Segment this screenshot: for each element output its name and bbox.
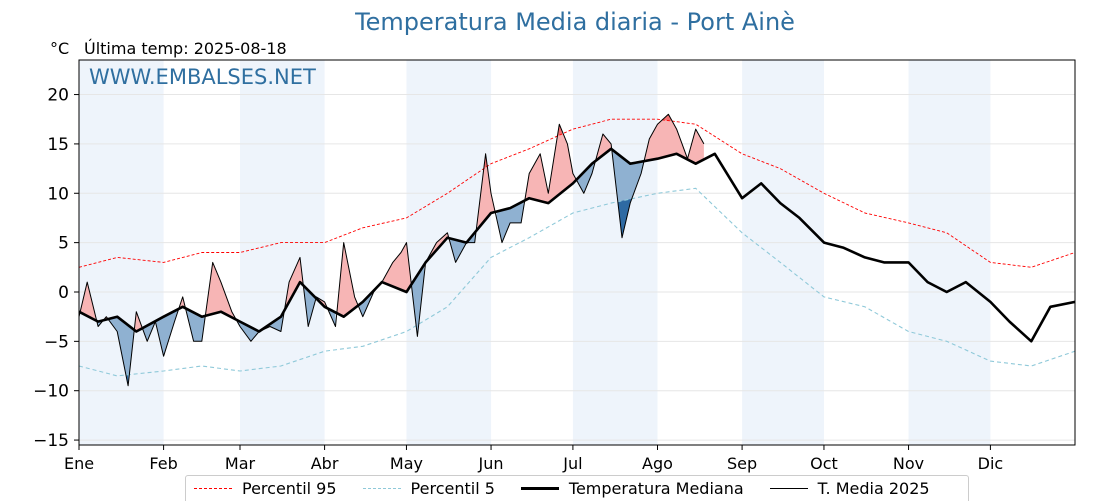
y-tick-label: −15 xyxy=(33,431,69,451)
x-tick-label: Ene xyxy=(64,454,94,473)
watermark-text: WWW.EMBALSES.NET xyxy=(89,65,316,89)
chart-title: Temperatura Media diaria - Port Ainè xyxy=(355,8,795,36)
series-percentil-5 xyxy=(78,187,1076,377)
above-median-fill xyxy=(180,296,186,309)
below-median-fill xyxy=(411,264,425,337)
x-tick-label: May xyxy=(390,454,423,473)
y-tick-label: −5 xyxy=(44,332,69,352)
legend-item-p5: Percentil 5 xyxy=(362,479,495,498)
series-temperatura-mediana xyxy=(78,147,1076,343)
above-median-fill xyxy=(596,134,612,161)
above-median-fill xyxy=(645,114,704,164)
month-band-mar xyxy=(239,60,325,445)
x-tick-label: Nov xyxy=(893,454,924,473)
above-median-fill xyxy=(80,282,96,321)
last-temperature-date: Última temp: 2025-08-18 xyxy=(84,39,287,58)
legend-swatch-median xyxy=(520,487,559,490)
y-tick-label: 10 xyxy=(47,184,69,204)
x-tick-label: Jun xyxy=(478,454,504,473)
y-tick-label: 0 xyxy=(58,283,69,303)
x-tick-label: Sep xyxy=(727,454,757,473)
below-median-fill xyxy=(496,201,524,243)
x-tick-label: Dic xyxy=(978,454,1004,473)
legend-label-median: Temperatura Mediana xyxy=(568,479,744,498)
x-tick-label: Ago xyxy=(642,454,673,473)
legend-swatch-p95 xyxy=(194,488,232,489)
month-band-may xyxy=(406,60,492,445)
y-tick-label: 20 xyxy=(47,86,69,106)
y-tick-label: 5 xyxy=(58,234,69,254)
x-tick-label: Feb xyxy=(149,454,177,473)
above-median-fill xyxy=(383,242,411,292)
above-median-fill xyxy=(525,124,576,204)
below-median-fill xyxy=(237,320,258,342)
above-p95-fill xyxy=(484,153,487,169)
chart-legend: Percentil 95 Percentil 5 Temperatura Med… xyxy=(185,475,969,501)
legend-swatch-current xyxy=(769,488,808,489)
legend-label-p95: Percentil 95 xyxy=(242,479,337,498)
legend-label-p5: Percentil 5 xyxy=(410,479,495,498)
below-median-fill xyxy=(304,286,315,327)
x-tick-label: Mar xyxy=(225,454,256,473)
month-band-nov xyxy=(908,60,991,445)
legend-label-current: T. Media 2025 xyxy=(817,479,930,498)
plot-frame xyxy=(78,59,1076,446)
x-tick-label: Abr xyxy=(311,454,339,473)
legend-item-median: Temperatura Mediana xyxy=(520,479,744,498)
below-median-fill xyxy=(577,161,595,194)
below-median-fill xyxy=(143,308,179,357)
legend-item-current: T. Media 2025 xyxy=(769,479,930,498)
above-median-fill xyxy=(134,311,142,332)
series-percentil-95 xyxy=(78,118,1076,268)
y-axis-unit-label: °C xyxy=(50,39,70,58)
legend-item-p95: Percentil 95 xyxy=(194,479,337,498)
series-t-media-2025 xyxy=(78,113,705,387)
x-tick-label: Jul xyxy=(562,454,582,473)
month-band-ene xyxy=(79,60,164,445)
legend-swatch-p5 xyxy=(362,488,401,489)
above-median-fill xyxy=(477,153,496,230)
below-median-fill xyxy=(450,238,466,263)
above-median-fill xyxy=(205,262,236,320)
y-tick-label: −10 xyxy=(33,382,69,402)
month-band-jul xyxy=(572,60,658,445)
y-tick-label: 15 xyxy=(47,135,69,155)
x-tick-label: Oct xyxy=(810,454,838,473)
month-band-sep xyxy=(742,60,824,445)
above-median-fill xyxy=(285,257,303,310)
